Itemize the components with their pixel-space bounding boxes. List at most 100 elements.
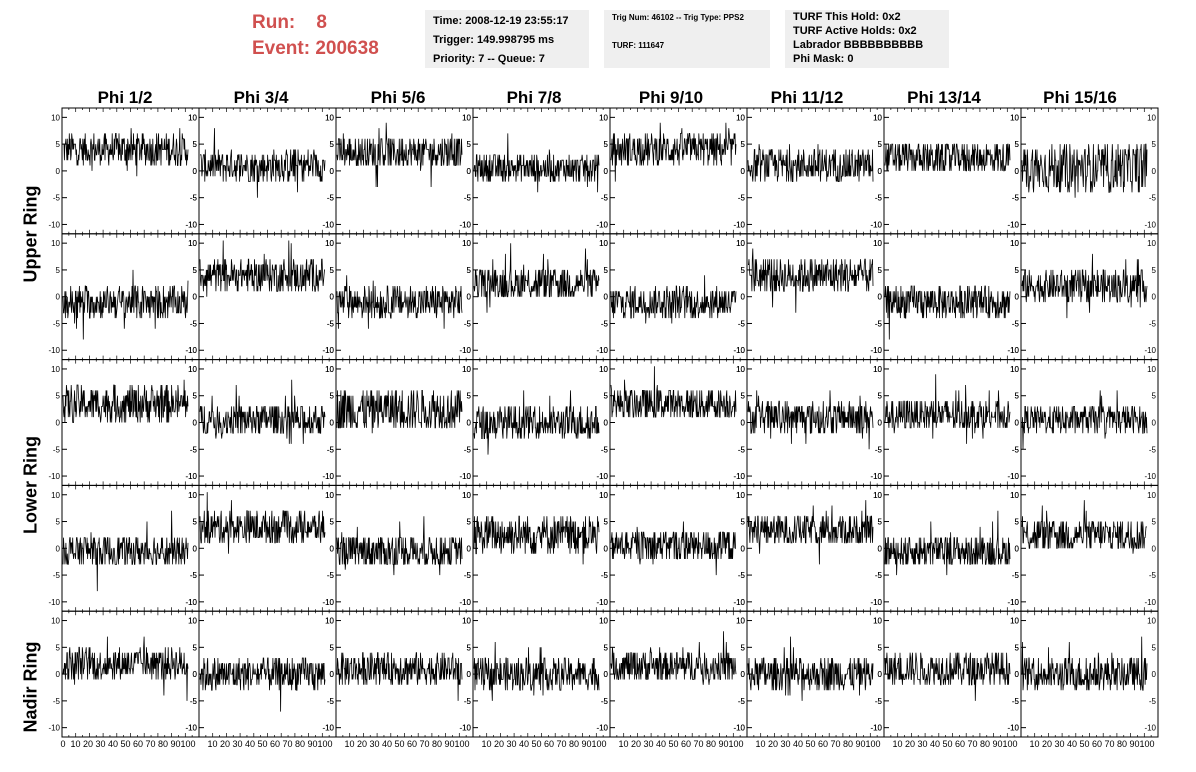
y-tick-label-right: 10 — [325, 491, 334, 500]
y-tick-label-right: -10 — [733, 346, 745, 355]
y-tick-label: -5 — [327, 319, 335, 328]
y-tick-label: 0 — [193, 167, 198, 176]
waveform-trace — [1021, 500, 1147, 554]
y-tick-label-right: 0 — [330, 419, 335, 428]
y-tick-label: 0 — [193, 544, 198, 553]
y-tick-label-right: -5 — [875, 194, 883, 203]
y-tick-label: -5 — [190, 445, 198, 454]
y-tick-label: 0 — [56, 167, 61, 176]
time-text: Time: 2008-12-19 23:55:17 — [433, 15, 569, 27]
y-tick-label-right: 0 — [878, 544, 883, 553]
y-tick-label-right: -5 — [190, 697, 198, 706]
y-tick-label: -5 — [601, 445, 609, 454]
y-tick-label: -5 — [53, 194, 61, 203]
y-tick-label: 0 — [1015, 670, 1020, 679]
y-tick-label: -5 — [875, 697, 883, 706]
y-tick-label: 10 — [1010, 491, 1019, 500]
y-tick-label: 0 — [467, 670, 472, 679]
y-tick-label-right: 5 — [193, 392, 198, 401]
y-tick-label: 10 — [599, 365, 608, 374]
y-tick-label: -10 — [870, 346, 882, 355]
y-tick-label: -10 — [459, 598, 471, 607]
x-tick-label: 10 — [70, 739, 80, 749]
x-tick-label: 30 — [95, 739, 105, 749]
y-tick-label-right: -5 — [190, 445, 198, 454]
y-tick-label-right: -5 — [1149, 194, 1157, 203]
y-tick-label: 10 — [51, 113, 60, 122]
x-tick-label: 30 — [369, 739, 379, 749]
run-row: Run: 8 — [252, 10, 379, 36]
y-tick-label-right: 10 — [599, 491, 608, 500]
y-tick-label: 5 — [604, 643, 609, 652]
x-tick-label: 80 — [706, 739, 716, 749]
y-tick-label-right: 5 — [604, 643, 609, 652]
y-tick-label-right: -10 — [459, 346, 471, 355]
y-tick-label: -10 — [733, 598, 745, 607]
y-tick-label: -10 — [733, 220, 745, 229]
y-tick-label-right: 10 — [325, 113, 334, 122]
y-tick-label-right: 0 — [741, 419, 746, 428]
y-tick-label: 10 — [599, 617, 608, 626]
y-tick-label: -5 — [875, 571, 883, 580]
y-tick-label: 5 — [467, 643, 472, 652]
x-tick-label: 100 — [454, 739, 469, 749]
y-tick-label-right: -10 — [322, 346, 334, 355]
y-tick-label-right: 0 — [1152, 293, 1157, 302]
y-tick-label-right: 5 — [1015, 140, 1020, 149]
y-tick-label-right: 10 — [325, 239, 334, 248]
x-tick-label: 20 — [631, 739, 641, 749]
y-tick-label-right: -10 — [733, 724, 745, 733]
y-tick-label: -5 — [1012, 697, 1020, 706]
y-tick-label: 5 — [330, 518, 335, 527]
y-tick-label: 0 — [604, 293, 609, 302]
y-tick-label-right: -5 — [738, 194, 746, 203]
y-tick-label: -10 — [185, 724, 197, 733]
y-tick-label: -5 — [190, 571, 198, 580]
y-tick-label-right: -5 — [190, 319, 198, 328]
y-tick-label-right: 10 — [1010, 113, 1019, 122]
y-tick-label: 10 — [188, 365, 197, 374]
waveform-trace — [199, 657, 326, 712]
y-tick-label: 10 — [51, 617, 60, 626]
y-tick-label-right: 5 — [604, 392, 609, 401]
y-tick-label-right: 5 — [741, 140, 746, 149]
y-tick-label-right: 0 — [330, 544, 335, 553]
y-tick-label: -5 — [1012, 319, 1020, 328]
y-tick-label: 0 — [878, 419, 883, 428]
x-tick-label: 50 — [531, 739, 541, 749]
y-tick-label: 5 — [1015, 140, 1020, 149]
y-tick-label: 5 — [56, 643, 61, 652]
y-tick-label-right: 10 — [873, 113, 882, 122]
y-tick-label: 0 — [1015, 293, 1020, 302]
y-tick-label-right: 5 — [878, 518, 883, 527]
y-tick-label-right: 5 — [1152, 140, 1157, 149]
y-tick-label-right: -10 — [185, 346, 197, 355]
y-tick-label: 0 — [1015, 167, 1020, 176]
y-tick-label: -5 — [601, 697, 609, 706]
waveform-trace — [199, 240, 325, 297]
waveform-trace — [336, 516, 463, 576]
x-tick-label: 60 — [544, 739, 554, 749]
y-tick-label: 10 — [873, 113, 882, 122]
y-tick-label-right: 0 — [741, 167, 746, 176]
y-tick-label-right: -5 — [327, 445, 335, 454]
panel-frame — [472, 233, 611, 361]
y-tick-label: 0 — [741, 293, 746, 302]
y-tick-label: 5 — [741, 392, 746, 401]
y-tick-label-right: 10 — [1010, 491, 1019, 500]
y-tick-label: 5 — [878, 266, 883, 275]
y-tick-label-right: 0 — [193, 544, 198, 553]
y-tick-label-right: 5 — [878, 140, 883, 149]
y-tick-label-right: 5 — [741, 643, 746, 652]
panel-frame — [61, 359, 200, 486]
waveform-trace — [610, 275, 737, 324]
y-tick-label: 0 — [467, 167, 472, 176]
y-tick-label-right: -10 — [1007, 472, 1019, 481]
y-tick-label: 10 — [325, 491, 334, 500]
x-tick-label: 30 — [917, 739, 927, 749]
x-tick-label: 30 — [506, 739, 516, 749]
y-tick-label: 0 — [878, 167, 883, 176]
x-tick-label: 50 — [668, 739, 678, 749]
x-tick-label: 40 — [1067, 739, 1077, 749]
